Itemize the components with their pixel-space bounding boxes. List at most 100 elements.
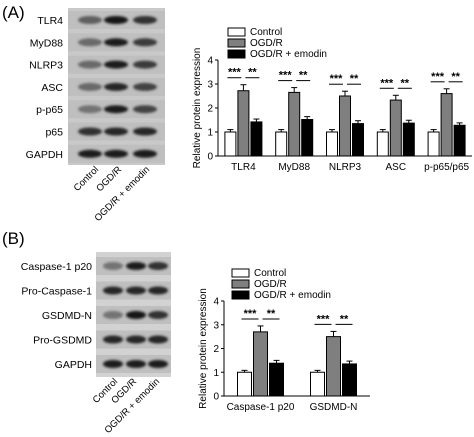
y-tick-label: 3 [207, 80, 213, 91]
blot-band [133, 105, 157, 114]
blot-row-label: MyD88 [30, 37, 63, 49]
bar [224, 131, 237, 157]
blot-row-label: NLRP3 [29, 60, 63, 72]
blot-band [78, 82, 102, 91]
legend-swatch [231, 268, 250, 278]
y-tick-label: 1 [207, 128, 213, 139]
blot-band [104, 38, 128, 47]
bar [250, 121, 263, 157]
y-axis-label: Relative protein expression [192, 48, 203, 169]
panel-a-letter: (A) [2, 3, 25, 22]
blot-band [78, 127, 102, 136]
bar [453, 124, 466, 157]
significance-label: ** [451, 71, 460, 83]
x-tick-label: p-p65/p65 [424, 162, 469, 173]
legend-label: Control [254, 268, 286, 279]
legend-swatch [231, 290, 250, 300]
significance-label: *** [380, 77, 394, 89]
bar [288, 91, 301, 157]
blot-band [133, 38, 157, 47]
bar [237, 371, 252, 397]
x-tick-label: TLR4 [231, 162, 256, 173]
blot-band [133, 127, 157, 136]
significance-label: ** [401, 77, 410, 89]
bar [326, 336, 341, 397]
legend-swatch [227, 38, 246, 48]
blot-band [103, 335, 123, 344]
legend-swatch [227, 27, 246, 37]
blot-band [103, 311, 123, 319]
significance-label: *** [330, 73, 344, 85]
blot-band [104, 105, 128, 114]
blot-row-label: TLR4 [37, 15, 63, 27]
y-tick-label: 3 [213, 320, 219, 331]
blot-band [148, 262, 168, 270]
blot-band [78, 105, 102, 114]
western-blot-a: TLR4 MyD88 NLRP3 ASC p-p65 p65 GAPDH [26, 8, 165, 165]
legend-label: OGD/R [250, 38, 283, 49]
significance-label: *** [228, 67, 242, 79]
blot-band [104, 60, 128, 69]
legend-label: Control [250, 27, 282, 38]
legend-swatch [227, 49, 246, 59]
bar [427, 131, 440, 157]
blot-band [126, 335, 146, 344]
bar [389, 99, 402, 157]
bar [275, 131, 288, 157]
legend-label: OGD/R + emodin [250, 49, 327, 60]
bar [339, 95, 351, 157]
bar [440, 93, 453, 157]
legend-swatch [231, 279, 250, 289]
x-tick-label: GSDMD-N [310, 402, 358, 413]
y-tick-label: 2 [213, 344, 219, 355]
x-tick-label: Caspase-1 p20 [227, 402, 295, 413]
blot-band [148, 335, 168, 344]
x-tick-label: NLRP3 [329, 162, 362, 173]
lane-labels-b: Control OGD/R OGD/R + emodin [91, 376, 162, 436]
significance-label: ** [299, 70, 308, 82]
y-tick-label: 1 [213, 368, 219, 379]
legend-label: OGD/R [254, 279, 287, 290]
y-axis-label: Relative protein expression [198, 288, 209, 409]
significance-label: *** [244, 308, 258, 320]
blot-band [78, 16, 102, 24]
blot-band [104, 82, 128, 91]
x-tick-label: ASC [386, 162, 407, 173]
y-tick-label: 0 [213, 392, 219, 403]
blot-row-label: GAPDH [26, 149, 63, 161]
blot-band [126, 360, 146, 368]
significance-label: ** [340, 313, 349, 325]
significance-label: *** [317, 313, 331, 325]
blot-band [78, 38, 102, 47]
blot-row-label: GSDMD-N [42, 310, 92, 322]
bar [402, 122, 415, 157]
bar [310, 371, 325, 397]
blot-band [104, 149, 128, 158]
significance-label: ** [267, 308, 276, 320]
bar [269, 362, 284, 397]
blot-band [126, 286, 146, 295]
blot-band [78, 60, 102, 69]
blot-band [148, 360, 168, 368]
bar [326, 131, 338, 157]
blot-band [103, 286, 123, 295]
blot-band [78, 149, 102, 158]
y-tick-label: 4 [207, 56, 213, 67]
blot-band [103, 262, 123, 270]
blot-band [133, 82, 157, 91]
blot-band [148, 286, 168, 295]
bar [237, 90, 250, 157]
blot-band [133, 16, 157, 24]
significance-label: ** [350, 73, 359, 85]
bar [301, 119, 314, 157]
blot-band [103, 360, 123, 368]
panel-b-letter: (B) [2, 229, 25, 248]
bar [376, 131, 389, 157]
blot-band [126, 262, 146, 270]
significance-label: *** [279, 70, 293, 82]
blot-row-label: Pro-GSDMD [33, 335, 92, 347]
lane-labels-a: Control OGD/R OGD/R + emodin [72, 164, 152, 224]
bar [352, 123, 364, 157]
blot-band [104, 127, 128, 136]
